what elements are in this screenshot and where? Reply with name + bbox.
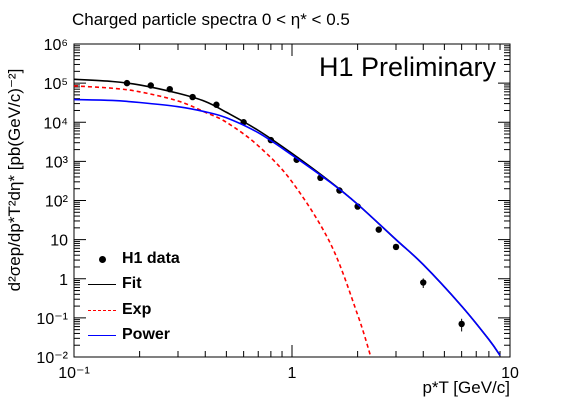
legend-label-h1-data: H1 data [122,249,180,267]
y-tick-label: 10⁶ [44,37,68,54]
legend-label-fit: Fit [122,275,142,293]
x-tick-label: 10 [501,365,519,382]
legend-item-fit: Fit [88,272,180,298]
legend-line-exp-icon [88,303,116,317]
data-point-h1-data [458,320,465,328]
legend-marker-dot-icon [88,252,116,266]
data-point-h1-data [375,226,382,233]
y-tick-label: 1 [59,272,68,289]
data-point-h1-data [392,243,400,251]
legend-item-power: Power [88,323,180,349]
legend-line-power-icon [88,328,116,342]
y-tick-label: 10⁻¹ [36,311,68,328]
y-tick-label: 10³ [45,154,69,171]
chart-legend: H1 data Fit Exp Power [88,246,180,348]
chart-title: Charged particle spectra 0 < η* < 0.5 [72,10,350,29]
series-line-power [74,98,501,356]
y-tick-label: 10² [45,194,69,211]
x-tick-label: 10⁻¹ [58,365,90,382]
series-line-exp [74,85,372,357]
h1-preliminary-label: H1 Preliminary [318,52,496,82]
y-axis-label-box: d²σep/dp*T²dη* [pb(GeV/c)⁻²] [2,25,28,335]
y-axis-label: d²σep/dp*T²dη* [pb(GeV/c)⁻²] [5,68,24,292]
y-tick-label: 10 [50,233,68,250]
x-axis-label: p*T [GeV/c] [422,378,510,397]
y-tick-label: 10⁵ [44,76,68,93]
legend-line-fit-icon [88,277,116,291]
data-point-h1-data [420,279,427,286]
legend-label-power: Power [122,326,171,344]
y-tick-label: 10⁴ [43,115,68,132]
legend-item-h1-data: H1 data [88,246,180,272]
legend-item-exp: Exp [88,297,180,323]
x-tick-label: 1 [288,365,297,382]
y-tick-label: 10⁻² [36,350,68,367]
legend-label-exp: Exp [122,300,152,318]
